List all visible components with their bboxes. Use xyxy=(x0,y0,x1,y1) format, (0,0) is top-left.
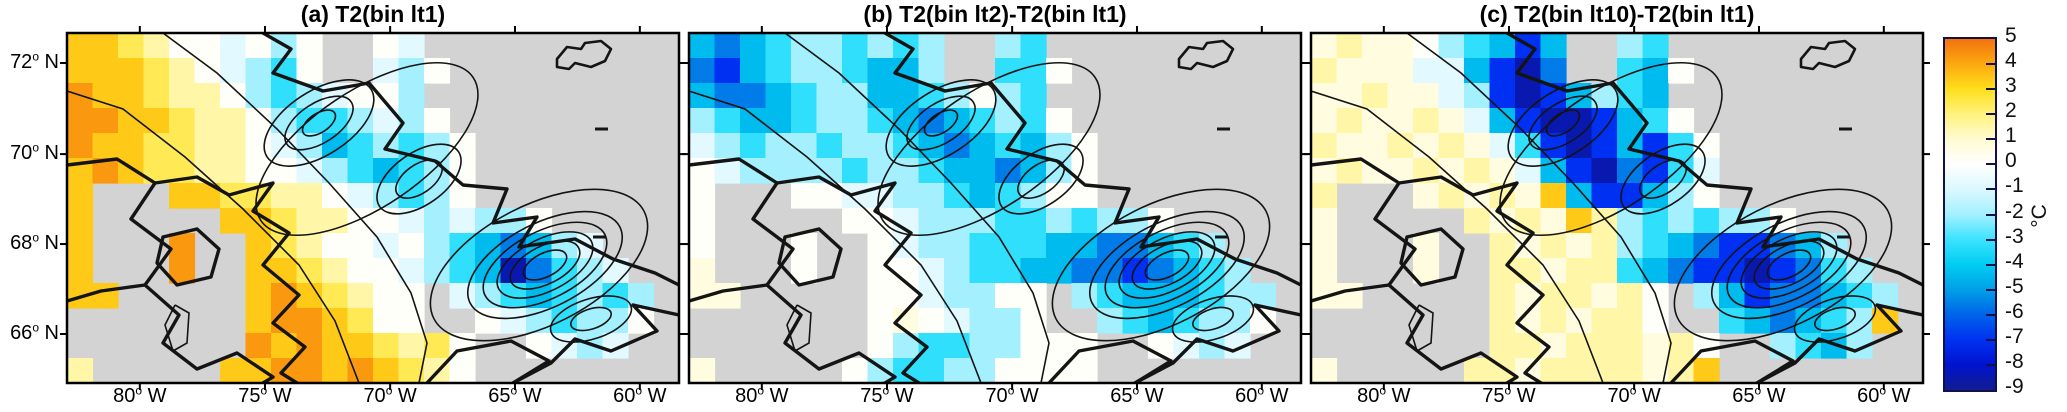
x-tick-label: 65o W xyxy=(1732,383,1786,407)
colorbar-tick xyxy=(1986,263,1995,266)
colorbar-tick xyxy=(1986,363,1995,366)
colorbar-tick-label: -5 xyxy=(2005,274,2024,298)
x-axis-labels-c: 80o W 75o W 70o W 65o W 60o W xyxy=(1311,383,1923,412)
colorbar-tick-label: -2 xyxy=(2005,199,2024,223)
panel-b: (b) T2(bin lt2)-T2(bin lt1) 80o W 75o W 70… xyxy=(682,0,1308,412)
x-tick-label: 65o W xyxy=(1110,383,1164,407)
x-tick-label: 60o W xyxy=(1857,383,1911,407)
colorbar-tick-label: 3 xyxy=(2005,74,2017,98)
colorbar-tick-label: -6 xyxy=(2005,299,2024,323)
x-tick-label: 60o W xyxy=(613,383,667,407)
y-tick-label: 66o N xyxy=(10,320,59,344)
x-tick-label: 70o W xyxy=(985,383,1039,407)
colorbar-tick xyxy=(1986,88,1995,91)
colorbar-tick xyxy=(1986,313,1995,316)
colorbar-tick xyxy=(1986,238,1995,241)
colorbar-tick-label: -9 xyxy=(2005,375,2024,398)
panel-a-title: (a) T2(bin lt1) xyxy=(300,1,446,27)
y-tick-label: 70o N xyxy=(10,140,59,165)
x-tick-label: 60o W xyxy=(1235,383,1289,407)
x-tick-label: 70o W xyxy=(1607,383,1661,407)
map-panel-c xyxy=(1304,26,1930,390)
colorbar-tick-label: 0 xyxy=(2005,149,2017,173)
colorbar-tick-label: -8 xyxy=(2005,349,2024,373)
colorbar-tick xyxy=(1986,288,1995,291)
panel-c: (c) T2(bin lt10)-T2(bin lt1) 80o W 75o W 7… xyxy=(1304,0,1930,412)
colorbar-unit-label: °C xyxy=(2028,204,2051,228)
map-panel-a xyxy=(60,26,686,390)
colorbar-tick xyxy=(1986,138,1995,141)
colorbar-tick-label: -4 xyxy=(2005,249,2024,273)
x-tick-label: 80o W xyxy=(113,383,167,407)
panel-c-title: (c) T2(bin lt10)-T2(bin lt1) xyxy=(1479,1,1755,27)
colorbar xyxy=(1943,37,1997,392)
colorbar-tick-label: 1 xyxy=(2005,124,2017,148)
y-tick-label: 72o N xyxy=(10,49,59,73)
x-tick-label: 70o W xyxy=(363,383,417,407)
map-panel-b xyxy=(682,26,1308,390)
colorbar-tick-labels: 5 4 3 2 1 0 -1 -2 -3 -4 -5 -6 -7 -8 -9 xyxy=(2005,24,2045,398)
panel-b-title: (b) T2(bin lt2)-T2(bin lt1) xyxy=(863,1,1127,27)
colorbar-tick-label: -3 xyxy=(2005,224,2024,248)
colorbar-tick-label: 5 xyxy=(2005,24,2017,47)
colorbar-tick xyxy=(1986,113,1995,116)
x-axis-labels-a: 80o W 75o W 70o W 65o W 60o W xyxy=(67,383,679,412)
colorbar-tick-label: 2 xyxy=(2005,99,2017,123)
x-tick-label: 80o W xyxy=(1357,383,1411,407)
colorbar-tick-label: 4 xyxy=(2005,49,2017,73)
colorbar-tick xyxy=(1986,338,1995,341)
x-tick-label: 65o W xyxy=(488,383,542,407)
y-axis-labels: 72o N 70o N 68o N 66o N xyxy=(1,33,61,383)
colorbar-tick xyxy=(1986,163,1995,166)
x-tick-label: 80o W xyxy=(735,383,789,407)
x-tick-label: 75o W xyxy=(1482,383,1536,407)
x-tick-label: 75o W xyxy=(860,383,914,407)
colorbar-tick xyxy=(1986,63,1995,66)
colorbar-tick-label: -1 xyxy=(2005,174,2024,198)
colorbar-tick xyxy=(1986,213,1995,216)
colorbar-tick xyxy=(1986,188,1995,191)
x-tick-label: 75o W xyxy=(238,383,292,407)
y-tick-label: 68o N xyxy=(10,230,59,255)
panel-a: (a) T2(bin lt1) 72o N 70o N 68o N 66o N 80o… xyxy=(10,0,686,412)
x-axis-labels-b: 80o W 75o W 70o W 65o W 60o W xyxy=(689,383,1301,412)
colorbar-block: 5 4 3 2 1 0 -1 -2 -3 -4 -5 -6 -7 -8 -9 xyxy=(1943,24,2067,398)
colorbar-tick-label: -7 xyxy=(2005,324,2024,348)
